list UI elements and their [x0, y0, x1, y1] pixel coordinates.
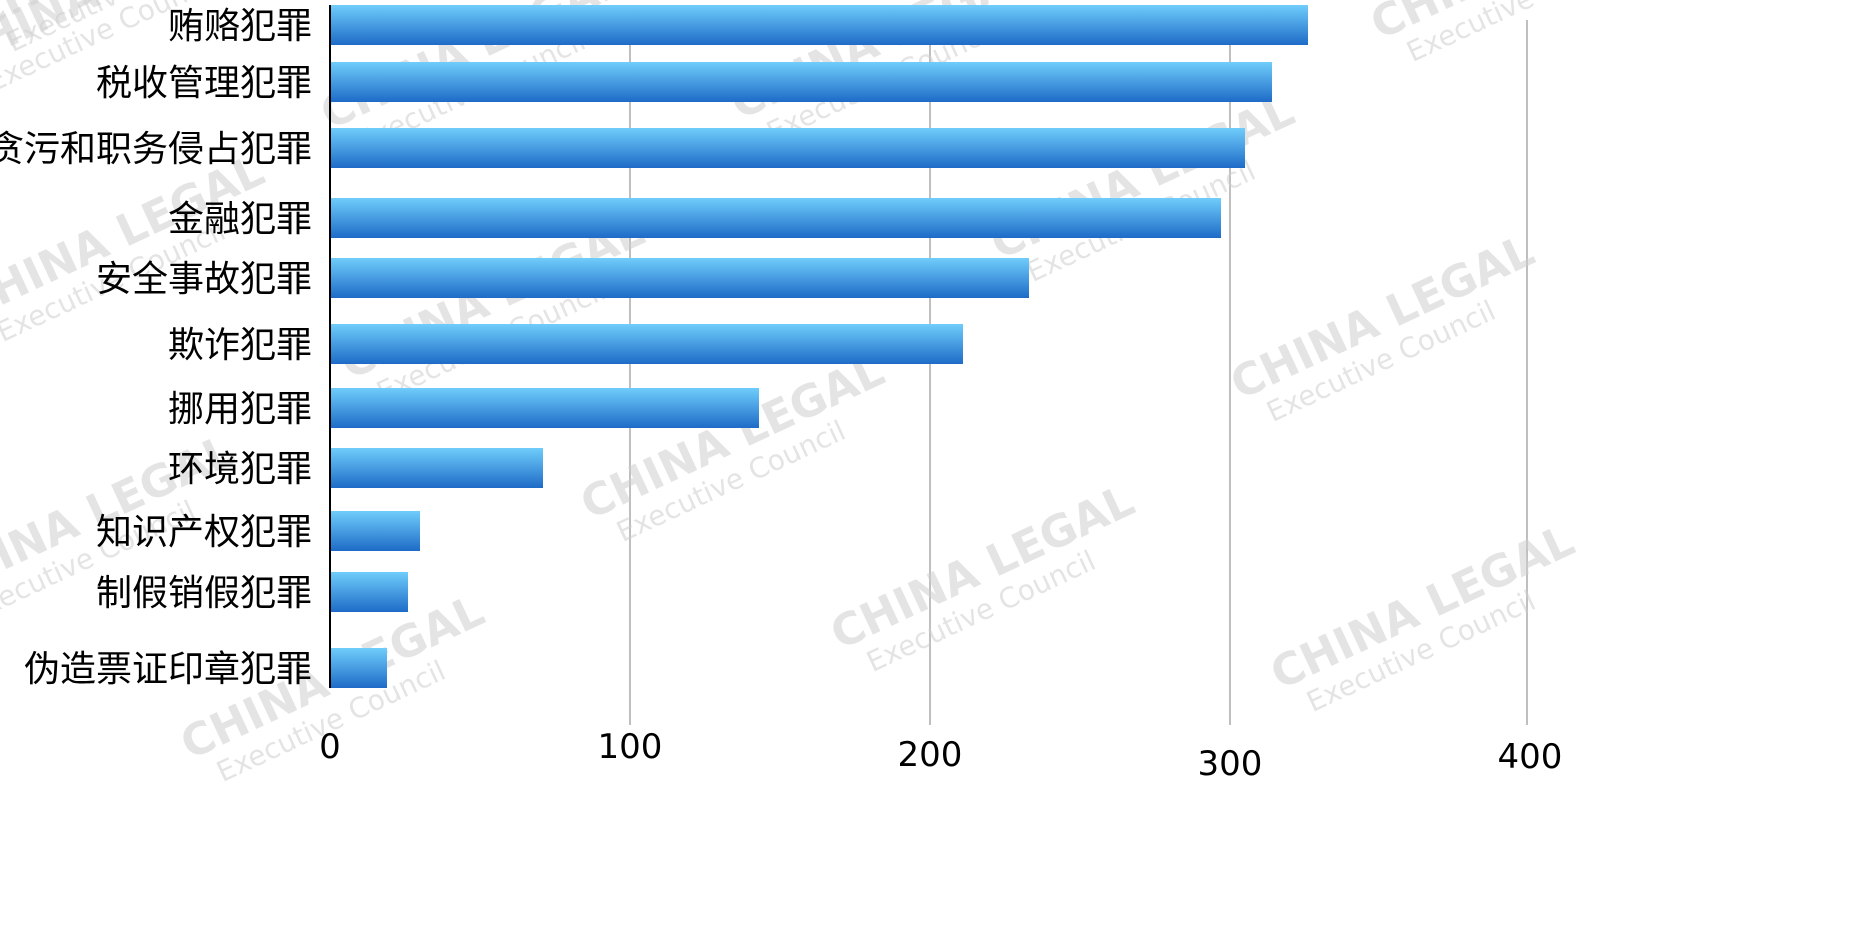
- bar-5: [331, 324, 963, 364]
- x-tick-label-200: 200: [898, 735, 963, 775]
- category-labels: 贿赂犯罪税收管理犯罪贪污和职务侵占犯罪金融犯罪安全事故犯罪欺诈犯罪挪用犯罪环境犯…: [0, 6, 312, 690]
- category-label: 挪用犯罪: [168, 389, 312, 430]
- bar-0: [331, 5, 1308, 45]
- x-tick-label-300: 300: [1198, 744, 1263, 784]
- x-tick-label-400: 400: [1498, 737, 1563, 777]
- bar-8: [331, 511, 420, 551]
- category-label: 贿赂犯罪: [168, 6, 312, 47]
- category-label: 税收管理犯罪: [96, 63, 312, 104]
- bar-6: [331, 388, 759, 428]
- category-label: 欺诈犯罪: [168, 325, 312, 366]
- bar-1: [331, 62, 1272, 102]
- category-label: 知识产权犯罪: [96, 512, 312, 553]
- bar-3: [331, 198, 1221, 238]
- x-tick-label-0: 0: [319, 727, 341, 767]
- x-tick-label-100: 100: [598, 727, 663, 767]
- x-tick-labels: 0 100 200 300 400: [319, 727, 1562, 784]
- bar-10: [331, 648, 387, 688]
- bar-4: [331, 258, 1029, 298]
- category-label: 伪造票证印章犯罪: [24, 649, 312, 690]
- category-label: 安全事故犯罪: [96, 259, 312, 300]
- category-label: 金融犯罪: [168, 199, 312, 240]
- category-label: 制假销假犯罪: [96, 573, 312, 614]
- category-label: 贪污和职务侵占犯罪: [0, 129, 312, 170]
- bar-2: [331, 128, 1245, 168]
- bar-9: [331, 572, 408, 612]
- category-label: 环境犯罪: [168, 449, 312, 490]
- bars: [331, 5, 1308, 688]
- bar-7: [331, 448, 543, 488]
